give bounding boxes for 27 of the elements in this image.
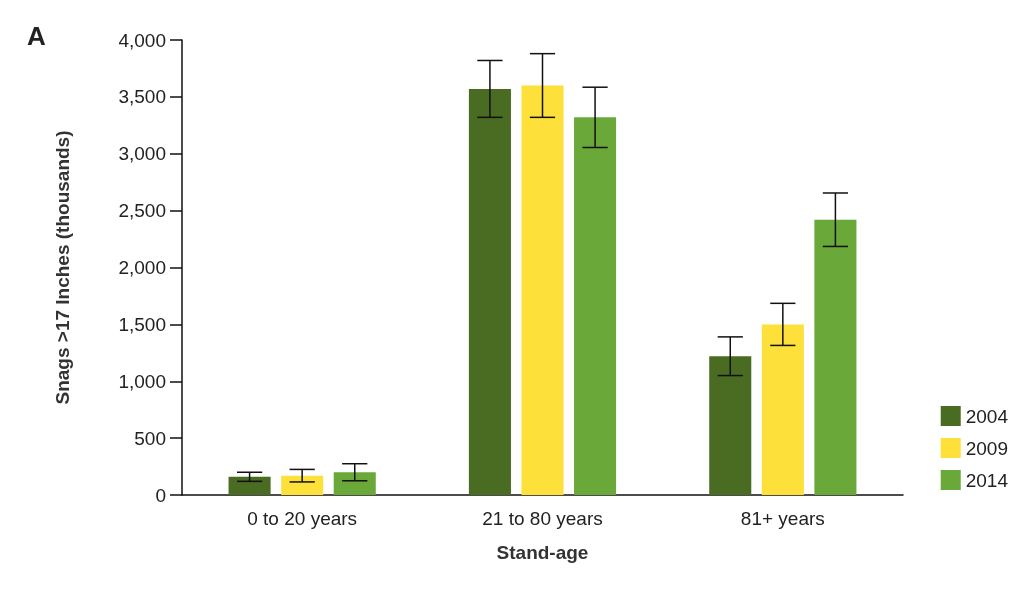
y-tick-label: 0 <box>155 484 166 506</box>
y-tick-label: 1,000 <box>118 370 166 392</box>
chart-title: A <box>27 21 46 51</box>
y-tick-label: 3,000 <box>118 143 166 165</box>
y-tick-label: 3,500 <box>118 86 166 108</box>
bar <box>228 476 271 495</box>
bar <box>709 356 752 495</box>
bar <box>333 472 376 495</box>
bar <box>814 219 857 495</box>
y-tick-label: 2,000 <box>118 257 166 278</box>
x-tick-label: 0 to 20 years <box>247 508 358 529</box>
legend-label: 2009 <box>965 437 1009 459</box>
bar <box>761 324 804 495</box>
bar <box>521 85 564 495</box>
y-tick-label: 4,000 <box>118 29 166 51</box>
bar <box>574 117 617 495</box>
legend-label: 2014 <box>965 469 1009 491</box>
y-tick-label: 2,500 <box>118 200 166 222</box>
bar <box>468 88 511 495</box>
y-axis-title: Snags >17 Inches (thousands) <box>52 130 73 405</box>
y-tick-label: 1,500 <box>118 313 166 335</box>
y-tick-label: 500 <box>134 427 166 449</box>
x-tick-label: 81+ years <box>740 508 825 529</box>
bar <box>281 475 324 495</box>
x-axis-title: Stand-age <box>496 542 589 563</box>
legend-label: 2004 <box>965 405 1009 427</box>
x-tick-label: 21 to 80 years <box>482 508 603 529</box>
